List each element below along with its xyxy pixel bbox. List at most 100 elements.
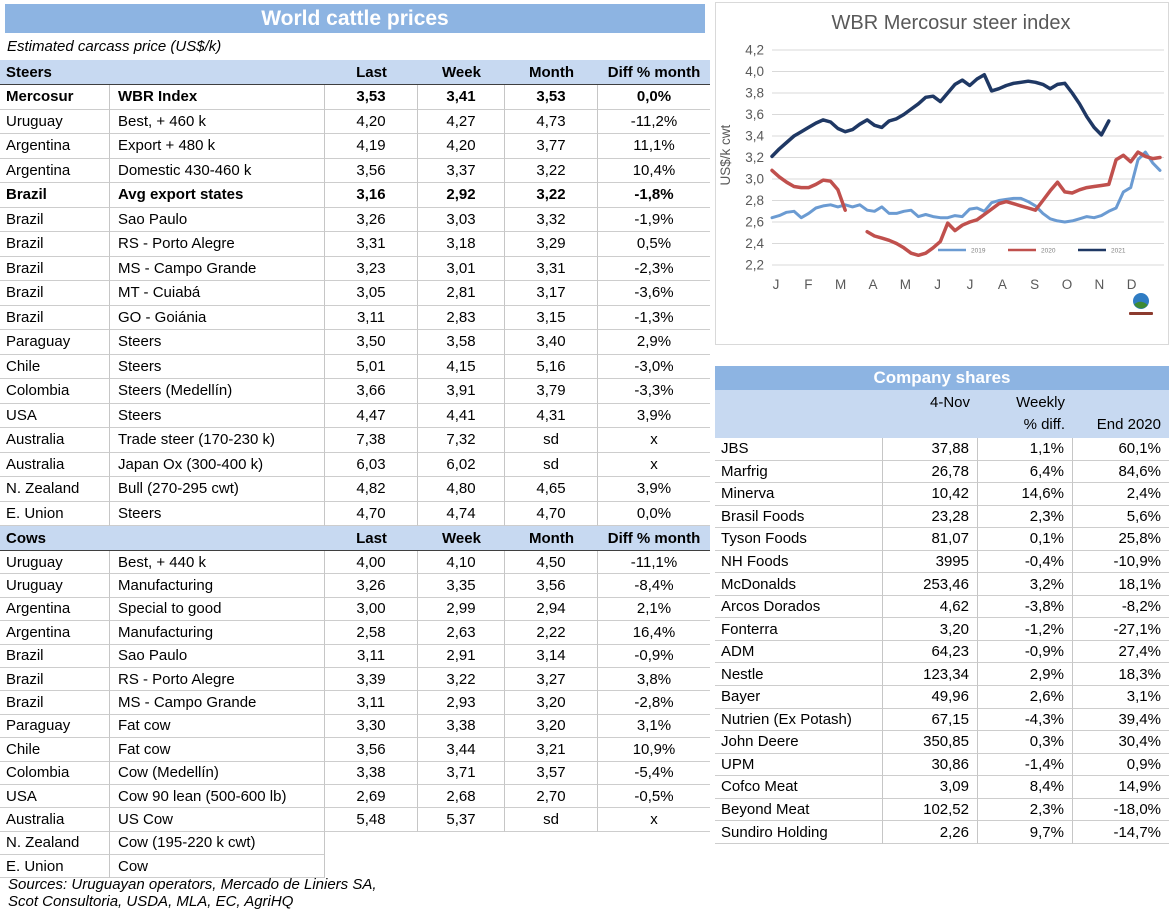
value-cell: 4,47 <box>325 403 418 428</box>
cattle-row: Australia US Cow 5,48 5,37 sd x <box>0 808 710 832</box>
value-cell: 3,26 <box>325 207 418 232</box>
y-tick-label: 2,4 <box>745 236 764 251</box>
x-tick-label: D <box>1127 277 1137 292</box>
value-cell: 3,71 <box>418 761 505 785</box>
value-cell <box>598 855 710 878</box>
x-tick-label: A <box>998 277 1007 292</box>
section-label: Steers <box>0 60 325 85</box>
cattle-row: Argentina Manufacturing 2,58 2,63 2,22 16,4% <box>0 621 710 645</box>
country-cell: Colombia <box>0 379 110 404</box>
company-value-cell: 0,1% <box>978 528 1073 551</box>
value-cell: 2,1% <box>598 598 710 622</box>
value-cell: 5,48 <box>325 808 418 832</box>
company-value-cell: 49,96 <box>883 686 978 709</box>
country-cell: Chile <box>0 354 110 379</box>
value-cell: 3,66 <box>325 379 418 404</box>
value-cell: 4,50 <box>505 551 598 575</box>
company-row: Nestle 123,34 2,9% 18,3% <box>715 663 1169 687</box>
x-tick-label: A <box>868 277 877 292</box>
company-row: Marfrig 26,78 6,4% 84,6% <box>715 460 1169 484</box>
category-cell: Cow <box>110 855 325 879</box>
company-name-cell: McDonalds <box>715 573 883 596</box>
sources-line-2: Scot Consultoria, USDA, MLA, EC, AgriHQ <box>8 893 294 910</box>
category-cell: Fat cow <box>110 738 325 762</box>
legend-label-2019: 2019 <box>971 248 986 255</box>
category-cell: Steers (Medellín) <box>110 379 325 404</box>
value-cell: -2,3% <box>598 257 710 281</box>
value-cell: 2,92 <box>418 183 505 208</box>
company-name-cell: UPM <box>715 753 883 777</box>
cattle-row: Brazil GO - Goiánia 3,11 2,83 3,15 -1,3% <box>0 305 710 330</box>
company-name-cell: Minerva <box>715 483 883 506</box>
company-value-cell: 4,62 <box>883 595 978 619</box>
value-cell: -8,4% <box>598 574 710 598</box>
value-cell: -2,8% <box>598 691 710 715</box>
value-cell: sd <box>505 452 598 477</box>
company-name-cell: Arcos Dorados <box>715 595 883 619</box>
company-row: Sundiro Holding 2,26 9,7% -14,7% <box>715 821 1169 844</box>
steer-index-chart-panel: 2,2 2,4 2,6 2,8 3,0 3,2 3,4 3,6 3,8 4,0 4,2 WBR Mer… <box>715 2 1169 345</box>
y-tick-label: 2,2 <box>745 258 764 273</box>
y-tick-label: 3,2 <box>745 150 764 165</box>
value-cell: 3,11 <box>325 691 418 715</box>
value-cell: 3,22 <box>418 667 505 692</box>
country-cell: Australia <box>0 428 110 453</box>
category-cell: Cow 90 lean (500-600 lb) <box>110 784 325 809</box>
company-value-cell: 60,1% <box>1073 438 1169 461</box>
company-name-cell: Fonterra <box>715 618 883 641</box>
company-row: John Deere 350,85 0,3% 30,4% <box>715 731 1169 754</box>
country-cell: Argentina <box>0 621 110 645</box>
country-cell: Paraguay <box>0 714 110 739</box>
value-cell <box>418 855 505 878</box>
company-value-cell: 1,1% <box>978 438 1073 461</box>
x-tick-label: M <box>900 277 911 292</box>
value-cell: 2,94 <box>505 597 598 622</box>
value-cell: 2,58 <box>325 621 418 645</box>
company-name-cell: JBS <box>715 438 883 461</box>
country-cell: E. Union <box>0 501 110 526</box>
value-cell: -5,4% <box>598 762 710 785</box>
category-cell: RS - Porto Alegre <box>110 232 325 257</box>
company-name-cell: Beyond Meat <box>715 798 883 822</box>
value-cell: 3,05 <box>325 281 418 306</box>
company-row: McDonalds 253,46 3,2% 18,1% <box>715 573 1169 596</box>
value-cell: 3,1% <box>598 715 710 739</box>
value-cell: 3,40 <box>505 330 598 355</box>
value-cell: 11,1% <box>598 134 710 159</box>
company-value-cell: 26,78 <box>883 460 978 484</box>
company-value-cell: 2,9% <box>978 663 1073 687</box>
value-cell: 3,11 <box>325 644 418 668</box>
cattle-row: Brazil MT - Cuiabá 3,05 2,81 3,17 -3,6% <box>0 281 710 306</box>
country-cell: Brazil <box>0 305 110 330</box>
company-value-cell: 14,9% <box>1073 776 1169 799</box>
legend-label-2020: 2020 <box>1041 248 1056 255</box>
header-cell-weekly-diff: Weekly % diff. <box>978 390 1073 438</box>
company-row: Minerva 10,42 14,6% 2,4% <box>715 483 1169 506</box>
value-cell: 3,31 <box>325 232 418 257</box>
value-cell: 2,9% <box>598 330 710 355</box>
company-value-cell: 253,46 <box>883 573 978 596</box>
y-tick-label: 2,6 <box>745 215 764 230</box>
cattle-row: Brazil MS - Campo Grande 3,11 2,93 3,20 -2,8% <box>0 691 710 715</box>
value-cell: 3,58 <box>418 330 505 355</box>
value-cell: -3,6% <box>598 281 710 306</box>
value-cell <box>325 855 418 878</box>
cattle-row: Paraguay Fat cow 3,30 3,38 3,20 3,1% <box>0 714 710 739</box>
value-cell: 16,4% <box>598 621 710 645</box>
header-weekly-line1: Weekly <box>1016 394 1065 411</box>
country-cell: USA <box>0 403 110 428</box>
value-cell: 3,9% <box>598 404 710 428</box>
value-cell: 2,68 <box>418 784 505 809</box>
value-cell: 4,31 <box>505 403 598 428</box>
value-cell: 3,03 <box>418 207 505 232</box>
category-cell: RS - Porto Alegre <box>110 667 325 692</box>
value-cell: 6,03 <box>325 452 418 477</box>
cattle-row: N. Zealand Bull (270-295 cwt) 4,82 4,80 4,65… <box>0 477 710 502</box>
cattle-table-subtitle: Estimated carcass price (US$/k) <box>7 38 222 55</box>
value-cell: 3,18 <box>418 232 505 257</box>
value-cell: sd <box>505 808 598 832</box>
category-cell: Fat cow <box>110 714 325 739</box>
value-cell: 5,16 <box>505 354 598 379</box>
legend-label-2021: 2021 <box>1111 248 1126 255</box>
company-row: Bayer 49,96 2,6% 3,1% <box>715 686 1169 709</box>
